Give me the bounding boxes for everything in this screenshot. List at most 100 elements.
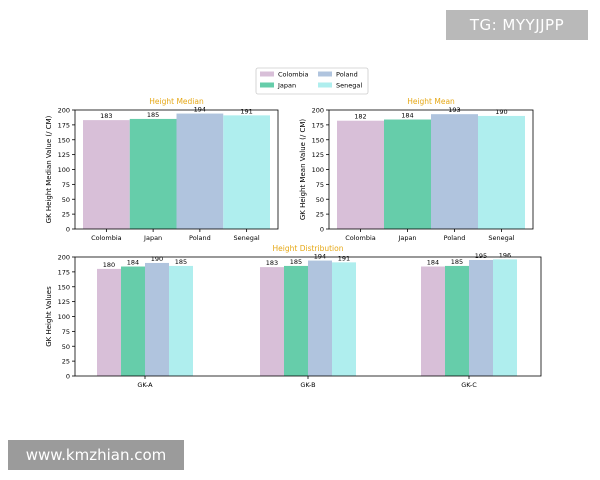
y-tick-label: 100 bbox=[58, 166, 70, 174]
bar-senegal bbox=[493, 259, 517, 376]
y-tick-label: 175 bbox=[58, 268, 70, 276]
x-tick-label: GK-C bbox=[461, 381, 477, 389]
y-tick-label: 50 bbox=[316, 196, 324, 204]
x-tick-label: Senegal bbox=[234, 234, 260, 242]
y-tick-label: 175 bbox=[58, 121, 70, 129]
legend-label-poland: Poland bbox=[336, 71, 358, 79]
chart-height-median: 0 25 50 75 100 125 150 175 200 Height Median GK He… bbox=[45, 97, 279, 242]
y-tick-label: 150 bbox=[58, 283, 70, 291]
bar-senegal bbox=[169, 265, 193, 376]
y-tick-label: 100 bbox=[312, 166, 324, 174]
data-label: 185 bbox=[451, 258, 463, 266]
x-tick-label: Poland bbox=[189, 234, 211, 242]
bar-colombia bbox=[97, 268, 121, 376]
data-label: 185 bbox=[147, 111, 159, 119]
data-label: 184 bbox=[427, 259, 439, 267]
bar-poland bbox=[431, 114, 478, 229]
data-label: 195 bbox=[475, 252, 487, 260]
data-label: 182 bbox=[354, 113, 366, 121]
x-tick-label: GK-A bbox=[137, 381, 153, 389]
axes-frame bbox=[74, 109, 279, 230]
watermark-bottom-left: www.kmzhian.com bbox=[8, 440, 184, 470]
y-tick-label: 100 bbox=[58, 313, 70, 321]
x-tick-label: Japan bbox=[397, 234, 416, 242]
axes-frame bbox=[328, 109, 534, 230]
y-tick-label: 200 bbox=[312, 107, 324, 115]
legend-swatch-senegal bbox=[318, 82, 332, 88]
bar-colombia bbox=[260, 267, 284, 376]
data-label: 190 bbox=[495, 108, 507, 116]
bar-colombia bbox=[337, 120, 384, 229]
x-tick-label: Japan bbox=[143, 234, 162, 242]
y-tick-label: 0 bbox=[66, 373, 70, 381]
legend-swatch-poland bbox=[318, 71, 332, 77]
y-tick-label: 0 bbox=[320, 226, 324, 234]
x-tick-label: Poland bbox=[444, 234, 466, 242]
y-tick-label: 200 bbox=[58, 107, 70, 115]
y-tick-label: 50 bbox=[62, 343, 70, 351]
data-label: 183 bbox=[100, 112, 112, 120]
bar-japan bbox=[284, 265, 308, 376]
y-tick-label: 25 bbox=[62, 211, 70, 219]
y-tick-label: 25 bbox=[316, 211, 324, 219]
bar-japan bbox=[384, 119, 431, 229]
bar-poland bbox=[176, 113, 224, 229]
data-label: 191 bbox=[240, 107, 252, 115]
y-tick-label: 150 bbox=[58, 136, 70, 144]
y-tick-label: 150 bbox=[312, 136, 324, 144]
y-tick-label: 0 bbox=[66, 226, 70, 234]
data-label: 194 bbox=[314, 253, 326, 261]
bar-poland bbox=[145, 262, 169, 376]
y-tick-label: 125 bbox=[58, 151, 70, 159]
y-axis-label: GK Height Mean Value (/ CM) bbox=[299, 119, 307, 221]
data-label: 194 bbox=[194, 106, 206, 114]
watermark-top-right: TG: MYYJJPP bbox=[446, 10, 588, 40]
legend-label-japan: Japan bbox=[277, 82, 296, 90]
data-label: 185 bbox=[290, 258, 302, 266]
legend-label-colombia: Colombia bbox=[278, 71, 309, 79]
bar-senegal bbox=[223, 115, 270, 229]
data-label: 190 bbox=[151, 255, 163, 263]
x-tick-label: Senegal bbox=[488, 234, 514, 242]
chart-title: Height Median bbox=[149, 97, 204, 106]
bar-senegal bbox=[478, 115, 525, 229]
y-tick-label: 50 bbox=[62, 196, 70, 204]
y-tick-label: 75 bbox=[62, 181, 70, 189]
y-tick-label: 200 bbox=[58, 254, 70, 262]
data-label: 184 bbox=[127, 259, 139, 267]
y-tick-label: 25 bbox=[62, 358, 70, 366]
x-tick-label: Colombia bbox=[345, 234, 376, 242]
bar-senegal bbox=[332, 262, 356, 376]
legend-swatch-colombia bbox=[260, 71, 274, 77]
y-tick-label: 175 bbox=[312, 121, 324, 129]
legend-swatch-japan bbox=[260, 82, 274, 88]
bar-poland bbox=[469, 259, 493, 376]
y-tick-label: 125 bbox=[58, 298, 70, 306]
legend-label-senegal: Senegal bbox=[336, 82, 362, 90]
bar-colombia bbox=[421, 266, 445, 376]
chart-height-distribution: 0 25 50 75 100 125 150 175 200 Height Distributio… bbox=[45, 244, 542, 389]
bar-japan bbox=[121, 266, 145, 376]
chart-height-mean: 0 25 50 75 100 125 150 175 200 Height Mean GK Heig… bbox=[299, 97, 534, 242]
bar-japan bbox=[129, 118, 177, 229]
data-label: 196 bbox=[499, 251, 511, 259]
data-label: 183 bbox=[266, 259, 278, 267]
data-label: 180 bbox=[103, 261, 115, 269]
chart-title: Height Distribution bbox=[273, 244, 344, 253]
bar-japan bbox=[445, 265, 469, 376]
y-tick-label: 75 bbox=[316, 181, 324, 189]
y-axis-label: GK Height Values bbox=[45, 286, 53, 347]
y-tick-label: 125 bbox=[312, 151, 324, 159]
data-label: 185 bbox=[175, 258, 187, 266]
y-tick-label: 75 bbox=[62, 328, 70, 336]
legend-box bbox=[255, 67, 369, 95]
chart-title: Height Mean bbox=[407, 97, 455, 106]
data-label: 184 bbox=[401, 112, 413, 120]
x-tick-label: GK-B bbox=[300, 381, 315, 389]
y-axis-label: GK Height Median Value (/ CM) bbox=[45, 115, 53, 223]
bar-colombia bbox=[83, 120, 130, 229]
bar-poland bbox=[308, 260, 332, 376]
legend: Colombia Japan Poland Senegal bbox=[255, 67, 369, 95]
axes-frame bbox=[74, 256, 542, 377]
